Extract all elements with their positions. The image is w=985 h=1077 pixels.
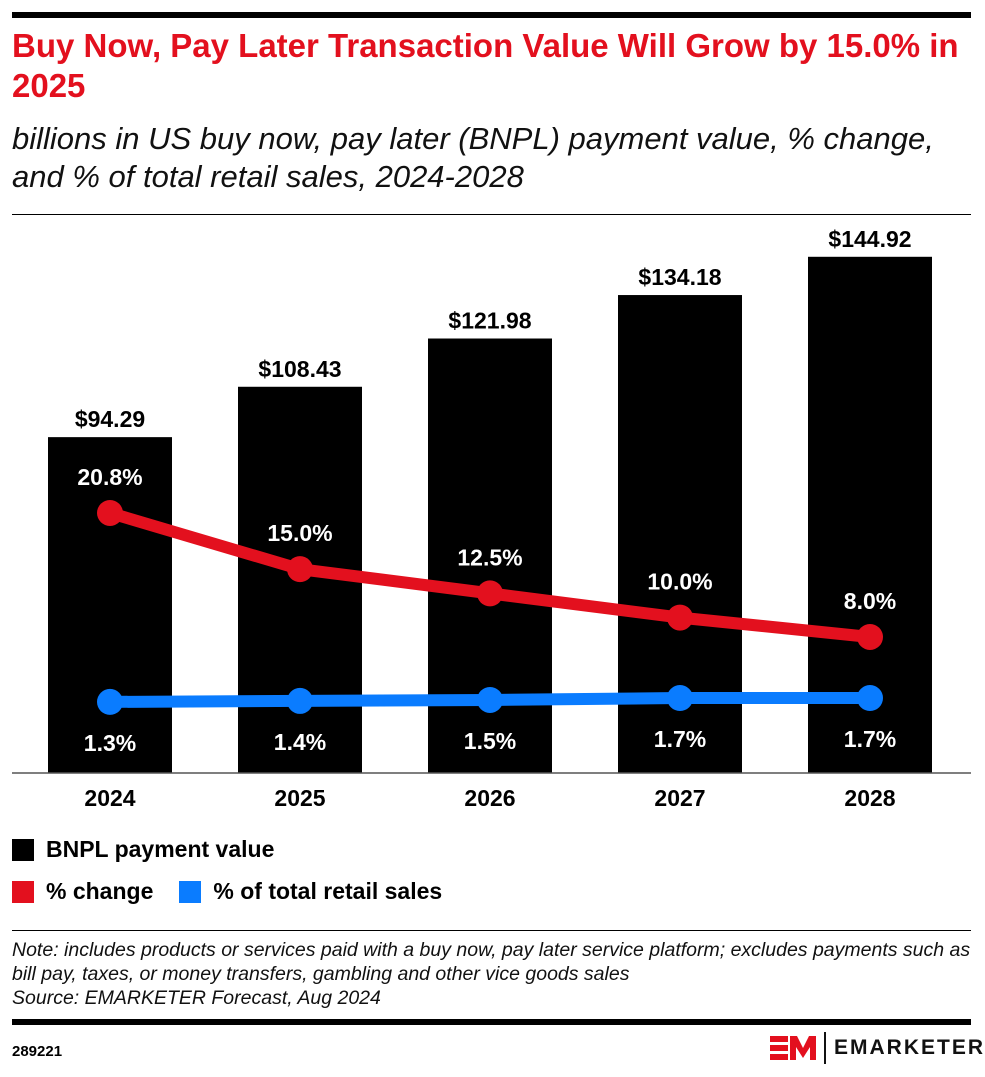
- bar-value-label: $144.92: [828, 226, 911, 252]
- point-label: 8.0%: [844, 588, 896, 614]
- data-point: [857, 623, 883, 650]
- point-label: 1.4%: [274, 729, 326, 755]
- legend-item-change: % change % of total retail sales: [12, 878, 442, 905]
- divider: [12, 214, 971, 215]
- data-point: [97, 688, 123, 715]
- note-text: Note: includes products or services paid…: [12, 939, 971, 985]
- legend-label: BNPL payment value: [46, 836, 275, 862]
- data-point: [857, 685, 883, 712]
- bar-value-label: $108.43: [258, 356, 341, 382]
- legend-label: % of total retail sales: [213, 878, 443, 904]
- legend-label: % change: [46, 878, 154, 904]
- point-label: 20.8%: [77, 464, 142, 490]
- em-logo-icon: [770, 1036, 816, 1060]
- x-tick-label: 2028: [844, 785, 895, 811]
- point-label: 12.5%: [457, 544, 522, 570]
- bar-value-label: $94.29: [75, 406, 145, 432]
- brand-name: EMARKETER: [834, 1036, 985, 1059]
- point-label: 15.0%: [267, 520, 332, 546]
- chart: $94.29 2024 $108.43 2025 $121.98 2026 $134.18 2…: [12, 226, 971, 811]
- point-label: 10.0%: [647, 569, 712, 595]
- chart-subtitle: billions in US buy now, pay later (BNPL)…: [12, 121, 934, 194]
- bar-value-label: $134.18: [638, 264, 721, 290]
- x-tick-label: 2027: [654, 785, 705, 811]
- legend-swatch: [12, 838, 34, 861]
- x-tick-label: 2025: [274, 785, 325, 811]
- bottom-rule: [12, 1019, 971, 1025]
- bar-value-label: $121.98: [448, 308, 531, 334]
- data-point: [287, 556, 313, 583]
- data-point: [97, 499, 123, 526]
- divider: [12, 930, 971, 931]
- x-tick-label: 2026: [464, 785, 515, 811]
- chart-id: 289221: [12, 1043, 63, 1060]
- data-point: [477, 686, 503, 713]
- legend-swatch: [179, 880, 202, 903]
- bar-2024: [48, 437, 172, 773]
- point-label: 1.5%: [464, 728, 516, 754]
- source-text: Source: EMARKETER Forecast, Aug 2024: [12, 987, 381, 1009]
- legend-item-bnpl: BNPL payment value: [12, 836, 274, 863]
- point-label: 1.7%: [654, 726, 706, 752]
- footnote: Note: includes products or services paid…: [12, 938, 977, 1010]
- chart-title: Buy Now, Pay Later Transaction Value Wil…: [12, 27, 959, 104]
- emarketer-logo: EMARKETER: [770, 1032, 985, 1064]
- data-point: [667, 685, 693, 712]
- x-tick-label: 2024: [84, 785, 135, 811]
- data-point: [287, 687, 313, 714]
- logo-divider: [824, 1032, 826, 1064]
- point-label: 1.7%: [844, 726, 896, 752]
- data-point: [667, 604, 693, 631]
- data-point: [477, 580, 503, 607]
- point-label: 1.3%: [84, 730, 136, 756]
- legend-swatch: [12, 880, 34, 903]
- top-rule: [12, 12, 971, 18]
